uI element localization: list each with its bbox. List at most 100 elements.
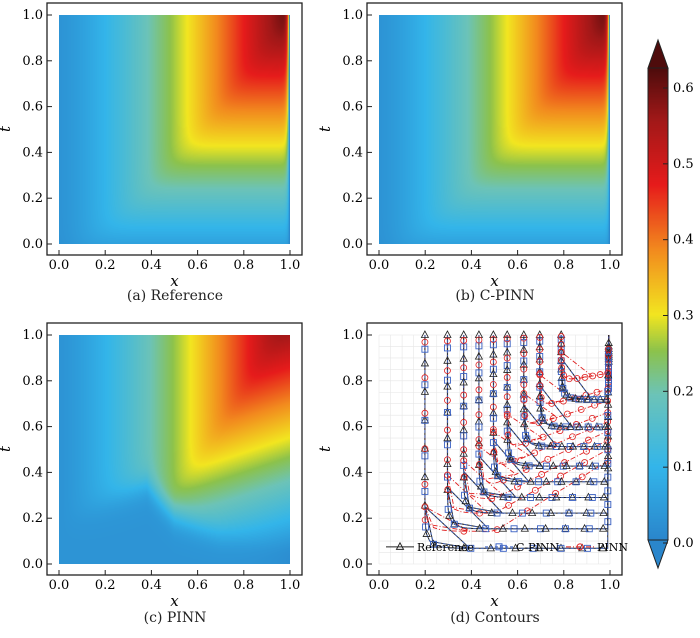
pinn-marker <box>558 364 566 372</box>
c-pinn-marker <box>525 462 533 470</box>
c-pinn-marker <box>507 456 515 463</box>
pinn-marker <box>605 345 612 353</box>
c-pinn-marker <box>572 478 580 486</box>
reference-marker <box>586 476 595 485</box>
reference-marker <box>582 508 591 517</box>
c-pinn-marker <box>598 396 606 404</box>
pinn-marker <box>444 396 451 404</box>
heatmap-reference <box>59 15 290 244</box>
legend-marker-circle <box>576 543 584 551</box>
y-tick-label: 0.2 <box>22 191 43 206</box>
pinn-marker <box>550 441 558 449</box>
pinn-marker <box>460 364 468 372</box>
axes-frame <box>46 2 303 256</box>
c-pinn-marker <box>443 441 451 449</box>
c-pinn-marker <box>548 494 556 501</box>
pinn-marker <box>444 367 451 375</box>
pinn-marker <box>460 473 468 481</box>
pinn-marker <box>444 471 451 479</box>
c-pinn-marker <box>536 353 544 360</box>
c-pinn-marker <box>480 488 488 496</box>
pinn-contour-line <box>446 334 610 514</box>
colorbar-frame <box>647 68 669 540</box>
c-pinn-contour-line <box>492 334 610 483</box>
y-tick-label: 1.0 <box>22 328 43 343</box>
c-pinn-marker <box>460 462 468 470</box>
x-tick-label: 0.2 <box>95 258 116 273</box>
c-pinn-marker <box>503 405 511 413</box>
reference-marker <box>459 353 468 362</box>
pinn-marker <box>557 333 565 340</box>
c-pinn-marker <box>422 523 430 531</box>
reference-marker <box>568 492 577 501</box>
x-tick-label: 0.0 <box>49 258 70 273</box>
c-pinn-marker <box>489 439 497 447</box>
reference-marker <box>461 496 470 505</box>
reference-marker <box>566 422 575 430</box>
c-pinn-marker <box>559 462 567 470</box>
x-tick-label: 0.2 <box>415 578 436 593</box>
reference-marker <box>489 369 498 378</box>
c-pinn-marker <box>503 340 511 348</box>
pinn-marker <box>560 371 567 379</box>
pinn-marker <box>421 445 429 453</box>
c-pinn-marker <box>535 478 543 486</box>
c-pinn-marker <box>591 462 599 470</box>
c-pinn-marker <box>527 493 535 501</box>
reference-marker <box>506 454 516 463</box>
pinn-marker <box>460 457 468 465</box>
reference-marker <box>519 345 528 353</box>
pinn-marker <box>544 455 552 463</box>
c-pinn-marker <box>584 423 592 431</box>
c-pinn-marker <box>593 443 601 451</box>
pinn-marker <box>444 486 452 493</box>
pinn-marker <box>569 433 576 441</box>
reference-marker <box>503 382 512 391</box>
c-pinn-marker <box>460 402 468 410</box>
x-axis-label: x <box>170 272 179 290</box>
pinn-marker <box>552 490 559 497</box>
reference-marker <box>420 472 430 481</box>
c-pinn-marker <box>482 525 490 533</box>
x-axis-label: x <box>490 272 499 290</box>
reference-marker <box>489 349 498 358</box>
reference-marker <box>459 401 468 410</box>
pinn-marker <box>503 412 511 420</box>
pinn-marker <box>460 527 468 535</box>
reference-marker <box>489 388 498 397</box>
reference-marker <box>443 433 452 442</box>
pinn-marker <box>593 388 601 396</box>
reference-marker <box>503 330 512 338</box>
pinn-marker <box>522 439 529 447</box>
reference-marker <box>535 391 545 400</box>
reference-marker <box>547 420 556 429</box>
reference-marker <box>598 523 608 532</box>
reference-marker <box>600 441 610 450</box>
reference-marker <box>503 435 512 443</box>
reference-marker <box>489 330 498 338</box>
y-tick-label: 0.6 <box>342 100 363 115</box>
pinn-marker <box>573 375 581 382</box>
reference-marker <box>519 330 528 338</box>
c-pinn-marker <box>583 544 591 552</box>
pinn-marker <box>520 334 528 342</box>
pinn-marker <box>475 386 483 394</box>
reference-marker <box>557 338 566 347</box>
c-pinn-marker <box>520 394 528 402</box>
pinn-marker <box>444 426 451 434</box>
reference-marker <box>443 407 452 416</box>
reference-marker <box>536 403 545 412</box>
y-axis-label: t <box>0 445 14 452</box>
c-pinn-marker <box>510 525 518 533</box>
reference-marker <box>443 381 452 390</box>
reference-marker <box>517 492 526 501</box>
c-pinn-contour-line <box>446 334 610 530</box>
pinn-marker <box>475 361 483 369</box>
colorbar-tick-label: 0.2 <box>673 384 694 399</box>
reference-marker <box>443 459 452 468</box>
legend-marker-triangle <box>395 541 405 550</box>
pinn-marker <box>581 459 589 466</box>
c-pinn-marker <box>444 505 452 513</box>
pinn-marker <box>421 409 429 417</box>
pinn-marker <box>460 391 468 399</box>
